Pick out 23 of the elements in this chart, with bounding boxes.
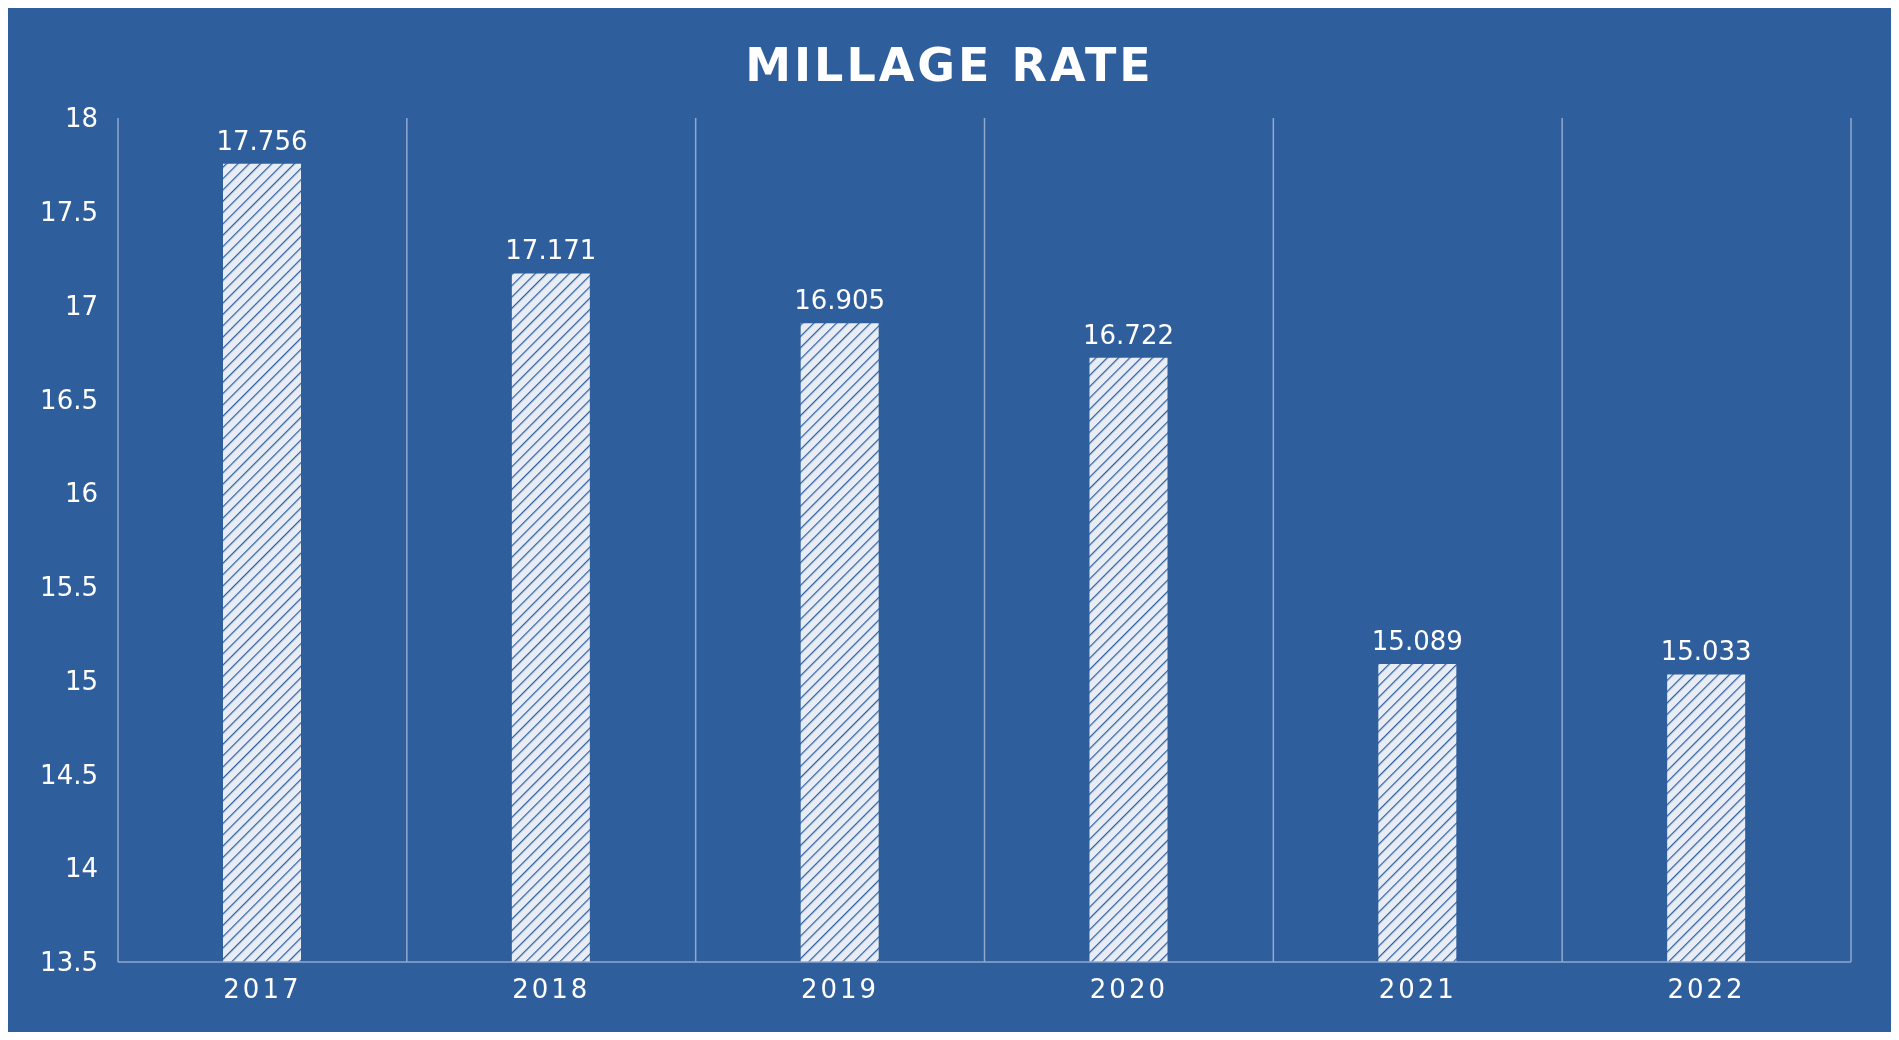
y-tick-label: 14.5 <box>40 759 98 790</box>
x-tick-label: 2019 <box>801 974 880 1005</box>
data-label: 17.756 <box>216 125 308 156</box>
data-label: 15.033 <box>1660 636 1752 667</box>
chart-title: MILLAGE RATE <box>744 38 1155 92</box>
y-tick-label: 14 <box>64 853 98 884</box>
data-label: 17.171 <box>505 235 597 266</box>
y-tick-label: 15 <box>64 665 98 696</box>
x-tick-label: 2022 <box>1667 974 1746 1005</box>
y-tick-label: 16 <box>64 478 98 509</box>
data-label: 16.905 <box>794 285 886 316</box>
x-tick-label: 2018 <box>512 974 591 1005</box>
y-tick-label: 17.5 <box>40 197 98 228</box>
y-tick-label: 16.5 <box>40 384 98 415</box>
y-tick-label: 18 <box>64 103 98 134</box>
y-tick-label: 15.5 <box>40 572 98 603</box>
x-tick-label: 2021 <box>1378 974 1457 1005</box>
x-tick-label: 2020 <box>1089 974 1168 1005</box>
y-tick-label: 13.5 <box>40 947 98 978</box>
x-tick-label: 2017 <box>223 974 302 1005</box>
data-label: 16.722 <box>1083 319 1174 350</box>
data-label: 15.089 <box>1371 625 1463 656</box>
y-tick-label: 17 <box>64 290 98 321</box>
